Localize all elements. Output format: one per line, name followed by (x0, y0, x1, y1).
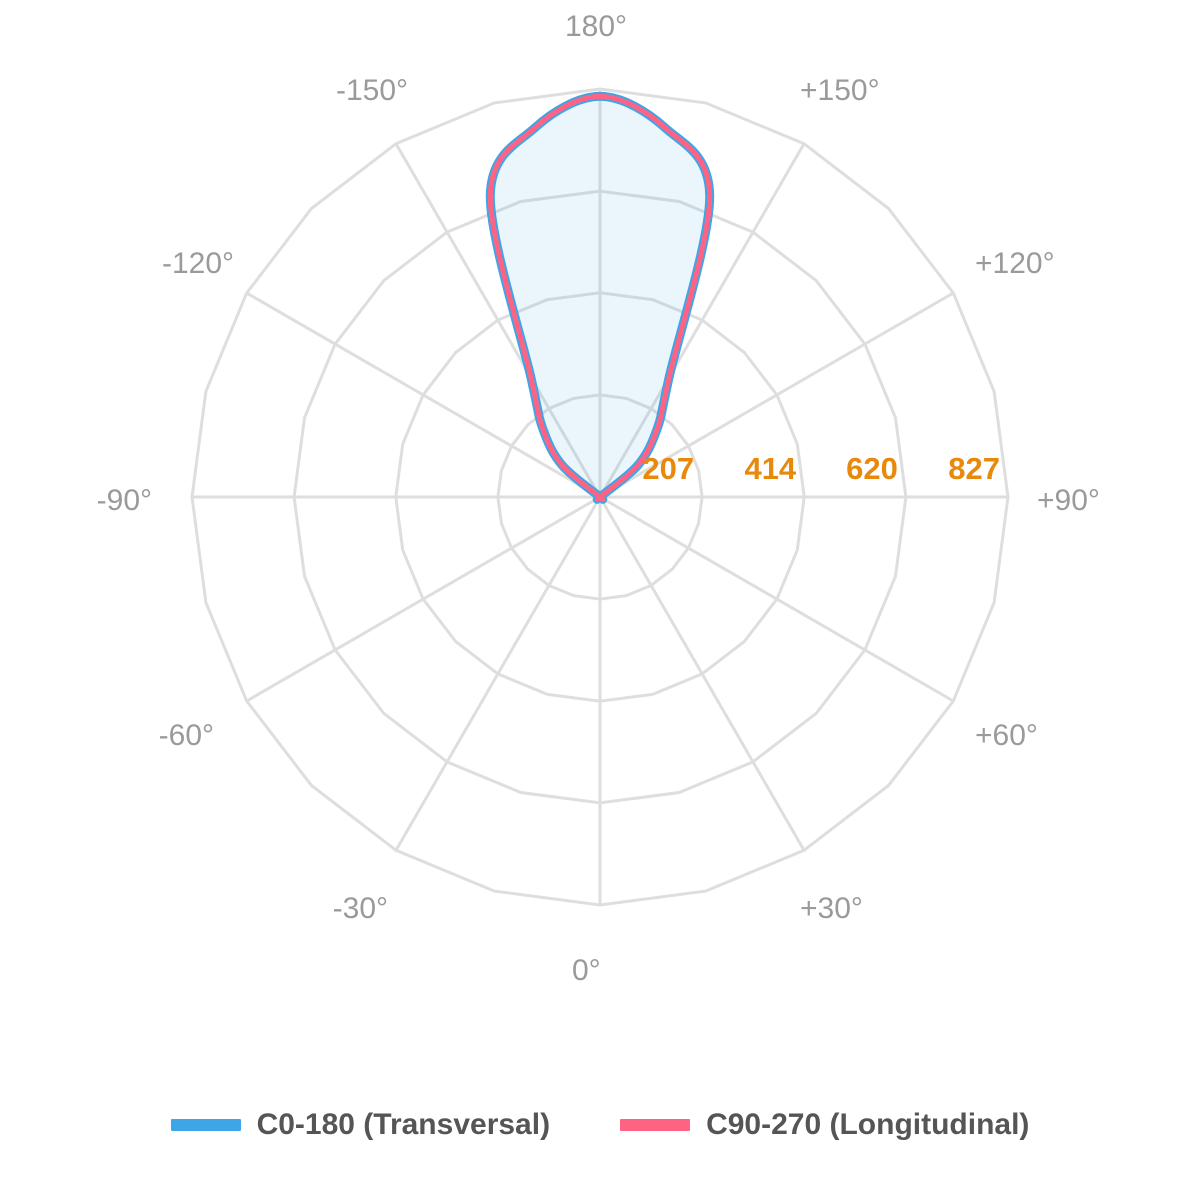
legend-item-c0-180[interactable]: C0-180 (Transversal) (170, 1108, 551, 1142)
series-c90-270-line (487, 93, 713, 502)
legend-swatch-c90-270 (620, 1119, 691, 1131)
angle-label: -30° (333, 892, 388, 925)
angle-label: +60° (975, 719, 1038, 752)
angle-labels: 0° +30° +60° +90° +120° +150° 180° -150° -120° -9… (97, 10, 1100, 987)
angle-label: +120° (975, 247, 1055, 280)
grid-spoke (245, 495, 601, 703)
legend: C0-180 (Transversal) C90-270 (Longitudin… (0, 1100, 1200, 1150)
grid-spoke (245, 291, 601, 499)
legend-label-c90-270: C90-270 (Longitudinal) (706, 1108, 1030, 1141)
series-layer (485, 91, 715, 504)
angle-label: -60° (159, 719, 214, 752)
angle-label: -150° (336, 74, 408, 107)
grid-spoke (599, 495, 955, 703)
radial-tick-label: 827 (948, 451, 1000, 486)
angle-label: 0° (572, 954, 601, 987)
grid-spoke (394, 142, 602, 498)
angle-label: +150° (800, 74, 880, 107)
radial-tick-label: 207 (642, 451, 694, 486)
angle-label: +30° (800, 892, 863, 925)
angle-label: -90° (97, 484, 152, 517)
angle-label: 180° (565, 10, 627, 43)
legend-item-c90-270[interactable]: C90-270 (Longitudinal) (620, 1108, 1029, 1142)
grid-spoke (394, 496, 602, 852)
legend-swatch-c0-180 (170, 1119, 241, 1131)
grid-spoke (599, 291, 955, 499)
radial-tick-labels: 207 414 620 827 (642, 451, 1000, 486)
angle-label: -120° (162, 247, 234, 280)
radial-tick-label: 414 (744, 451, 796, 486)
series-c0-180-line (485, 91, 715, 504)
legend-label-c0-180: C0-180 (Transversal) (256, 1108, 551, 1141)
radial-tick-label: 620 (846, 451, 898, 486)
grid-spokes (192, 89, 1008, 905)
angle-label: +90° (1037, 484, 1100, 517)
grid-spoke (598, 142, 806, 498)
grid-spoke (598, 496, 806, 852)
